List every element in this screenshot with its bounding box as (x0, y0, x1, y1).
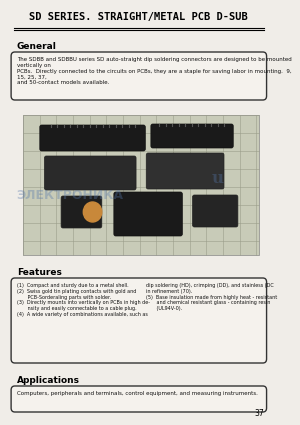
Text: u: u (212, 170, 224, 187)
Text: Applications: Applications (17, 376, 80, 385)
Circle shape (83, 202, 102, 222)
FancyBboxPatch shape (61, 196, 102, 228)
Text: dip soldering (HD), crimping (DD), and stainless (DC
in refinement (70).
(5)  Ba: dip soldering (HD), crimping (DD), and s… (146, 283, 278, 311)
Text: Computers, peripherals and terminals, control equipment, and measuring instrumen: Computers, peripherals and terminals, co… (17, 391, 257, 396)
FancyBboxPatch shape (151, 124, 233, 148)
Text: ЭЛЕКТРОНИКА: ЭЛЕКТРОНИКА (16, 189, 123, 201)
Text: (1)  Compact and sturdy due to a metal shell.
(2)  Swiss gold tin plating contac: (1) Compact and sturdy due to a metal sh… (17, 283, 150, 317)
Text: General: General (17, 42, 56, 51)
FancyBboxPatch shape (11, 278, 267, 363)
FancyBboxPatch shape (23, 115, 259, 255)
FancyBboxPatch shape (40, 125, 145, 151)
Text: Features: Features (17, 268, 62, 277)
FancyBboxPatch shape (146, 153, 224, 189)
FancyBboxPatch shape (44, 156, 136, 190)
Text: SD SERIES. STRAIGHT/METAL PCB D-SUB: SD SERIES. STRAIGHT/METAL PCB D-SUB (29, 12, 248, 22)
Text: The SDBB and SDBBU series SD auto-straight dip soldering connectors are designed: The SDBB and SDBBU series SD auto-straig… (17, 57, 291, 85)
FancyBboxPatch shape (11, 386, 267, 412)
FancyBboxPatch shape (193, 195, 238, 227)
FancyBboxPatch shape (114, 192, 182, 236)
FancyBboxPatch shape (11, 52, 267, 100)
Text: 37: 37 (254, 409, 264, 418)
